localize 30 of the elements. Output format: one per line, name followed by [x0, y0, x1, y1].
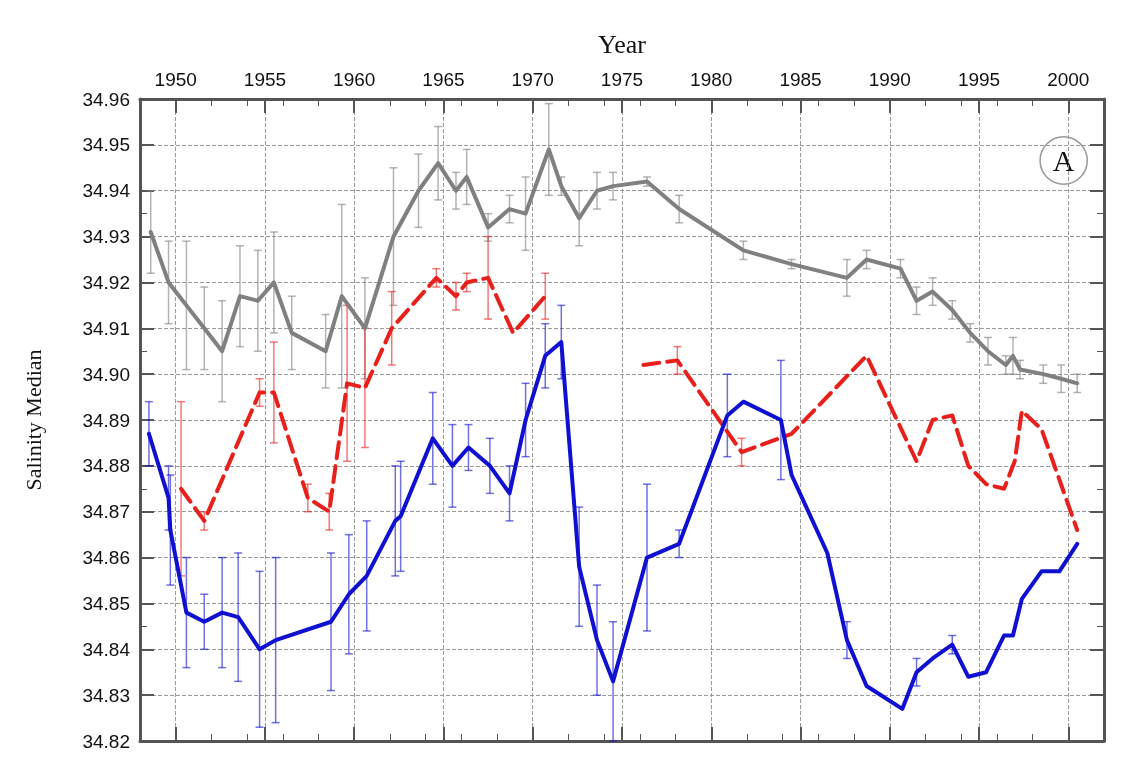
y-axis-title: Salinity Median: [20, 349, 46, 491]
y-tick-label: 34.87: [82, 501, 130, 523]
x-tick-label: 1960: [333, 69, 376, 90]
y-tick-label: 34.89: [82, 409, 130, 431]
x-tick-label: 1980: [690, 69, 733, 90]
x-axis-title: Year: [598, 29, 647, 59]
y-tick-label: 34.85: [82, 592, 130, 614]
x-tick-label: 1990: [868, 69, 911, 90]
y-tick-label: 34.83: [82, 684, 130, 706]
x-tick-label: 1975: [600, 69, 644, 90]
y-tick-label: 34.84: [82, 638, 131, 660]
x-tick-label: 1985: [779, 69, 822, 90]
y-tick-label: 34.90: [82, 363, 130, 385]
y-tick-label: 34.86: [82, 547, 130, 569]
x-tick-label: 1970: [511, 69, 554, 90]
y-tick-label: 34.96: [82, 88, 130, 110]
x-tick-label: 1950: [154, 69, 197, 90]
y-tick-label: 34.82: [82, 730, 130, 752]
y-tick-label: 34.94: [82, 180, 131, 202]
y-tick-label: 34.88: [82, 455, 130, 477]
x-tick-label: 1995: [957, 69, 1001, 90]
y-tick-label: 34.91: [82, 317, 130, 339]
x-tick-label: 2000: [1047, 69, 1090, 90]
y-tick-label: 34.92: [82, 271, 130, 293]
x-tick-label: 1965: [422, 69, 465, 90]
x-tick-label: 1955: [243, 69, 287, 90]
y-tick-label: 34.95: [82, 134, 130, 156]
line-series: [148, 147, 1080, 386]
y-tick-label: 34.93: [82, 226, 130, 248]
line-series: [146, 340, 1080, 711]
